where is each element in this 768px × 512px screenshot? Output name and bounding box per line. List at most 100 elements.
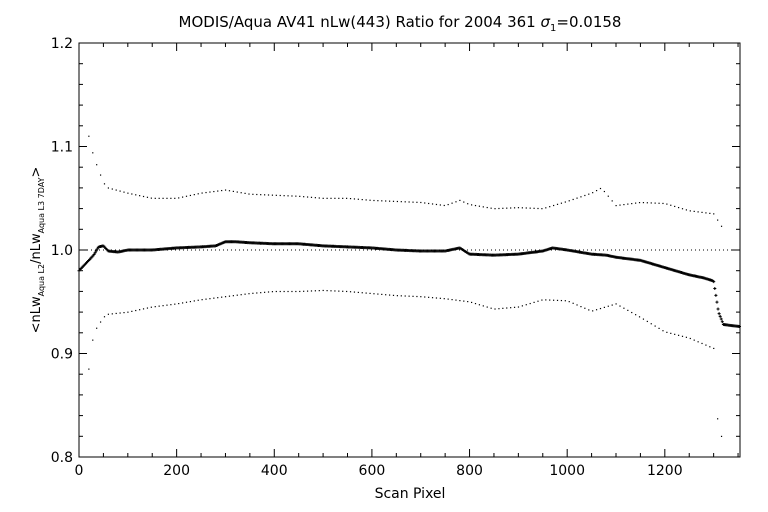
series-lower-point <box>404 295 406 297</box>
series-mean-point <box>719 317 723 321</box>
series-upper-point <box>197 193 199 195</box>
series-lower-point <box>592 310 594 312</box>
series-upper-point <box>181 196 184 198</box>
series-lower-point <box>342 290 344 292</box>
series-upper-point <box>521 207 523 209</box>
series-upper-point <box>564 201 566 203</box>
series-upper-point <box>388 200 391 202</box>
series-mean-point <box>717 312 721 316</box>
series-lower-point <box>236 294 238 296</box>
series-lower-point <box>549 299 551 301</box>
series-lower-point <box>510 307 512 309</box>
series-lower-point <box>334 290 336 292</box>
series-lower-point <box>279 290 281 293</box>
series-upper-point <box>96 164 98 166</box>
series-lower-point <box>627 309 629 311</box>
series-upper <box>88 135 723 227</box>
series-lower-point <box>396 295 398 297</box>
series-lower-point <box>541 299 543 301</box>
series-upper-point <box>717 219 719 221</box>
series-upper-point <box>474 204 477 207</box>
series-lower-point <box>599 307 602 310</box>
series-lower-point <box>217 297 219 299</box>
series-lower-point <box>705 344 707 346</box>
series-upper-point <box>267 194 270 196</box>
series-lower-point <box>275 290 277 293</box>
series-upper-point <box>400 201 402 203</box>
series-lower-point <box>330 290 332 292</box>
series-upper-point <box>517 207 520 209</box>
series-upper-point <box>373 199 375 202</box>
series-upper-point <box>127 192 129 194</box>
series-upper-point <box>627 203 629 205</box>
series-lower-point <box>287 290 289 293</box>
series-upper-point <box>592 192 594 194</box>
series-lower-point <box>693 339 695 341</box>
series-lower-point <box>174 303 176 305</box>
series-lower-point <box>697 341 699 343</box>
series-upper-point <box>494 208 496 210</box>
series-upper-point <box>111 188 113 190</box>
chart-title: MODIS/Aqua AV41 nLw(443) Ratio for 2004 … <box>179 13 622 34</box>
series-upper-point <box>619 204 621 206</box>
series-lower-point <box>646 320 648 323</box>
series-upper-point <box>424 202 426 204</box>
series-lower-point <box>459 300 461 302</box>
series-lower-point <box>103 316 106 318</box>
series-lower-point <box>588 309 590 311</box>
series-lower-point <box>681 335 684 337</box>
series-lower-point <box>197 299 199 301</box>
series-upper-point <box>459 199 461 202</box>
series-mean-point <box>94 249 98 253</box>
series-lower-point <box>470 301 473 304</box>
series-lower-point <box>537 300 539 302</box>
series-upper-point <box>576 197 578 199</box>
series-lower-point <box>494 308 496 310</box>
series-upper-point <box>330 197 332 199</box>
series-upper-point <box>525 207 527 209</box>
y-tick-label: 1.0 <box>51 243 73 259</box>
series-upper-point <box>404 201 406 203</box>
series-upper-point <box>107 187 109 189</box>
y-tick-label: 0.8 <box>51 450 73 466</box>
series-lower-point <box>631 311 633 314</box>
series-upper-point <box>447 203 449 206</box>
series-upper-point <box>533 207 535 209</box>
series-upper-point <box>568 200 570 202</box>
series-upper-point <box>299 195 301 197</box>
series-upper-point <box>478 205 481 207</box>
y-tick-label: 1.2 <box>51 36 73 52</box>
series-lower-point <box>482 305 484 307</box>
series-upper-point <box>408 201 410 203</box>
series-upper-point <box>595 189 598 192</box>
series-lower-point <box>256 292 258 294</box>
series-upper-point <box>103 183 106 185</box>
series-upper-point <box>369 199 371 201</box>
series-upper-point <box>416 201 418 203</box>
series-upper-point <box>365 199 367 201</box>
series-upper-point <box>603 190 605 193</box>
series-lower-point <box>556 299 559 302</box>
series-upper-point <box>650 202 652 204</box>
series-lower-point <box>490 307 492 309</box>
series-mean <box>77 240 742 329</box>
series-lower-point <box>318 290 320 292</box>
series-lower-point <box>283 290 285 293</box>
series-lower-point <box>424 296 426 298</box>
series-upper-point <box>599 187 602 190</box>
series-upper-point <box>588 193 590 195</box>
series-lower-point <box>306 290 309 292</box>
series-upper-point <box>498 207 500 210</box>
series-lower-point <box>201 299 203 301</box>
series-upper-point <box>213 190 215 193</box>
series-upper-point <box>240 192 242 194</box>
series-upper-point <box>611 200 613 202</box>
series-upper-point <box>658 202 660 204</box>
series-lower-point <box>381 293 383 295</box>
series-lower-point <box>322 289 324 292</box>
series-upper-point <box>185 195 188 197</box>
series-lower-point <box>467 301 469 303</box>
series-upper-point <box>553 204 555 207</box>
series-upper-point <box>428 202 430 205</box>
